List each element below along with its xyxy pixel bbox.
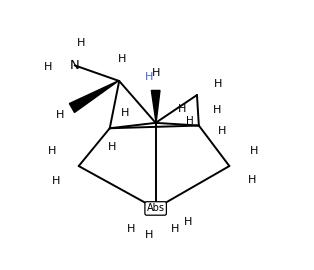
Text: H: H — [48, 146, 57, 156]
Text: H: H — [177, 104, 186, 114]
Text: H: H — [186, 116, 193, 126]
Text: H: H — [171, 224, 179, 235]
Text: N: N — [70, 59, 79, 72]
Polygon shape — [151, 90, 160, 123]
Text: H: H — [120, 107, 129, 118]
Text: H: H — [118, 54, 126, 64]
Text: H: H — [145, 230, 153, 241]
Text: H: H — [127, 224, 136, 235]
Text: H: H — [56, 110, 64, 120]
Text: H: H — [214, 79, 223, 89]
Text: H: H — [77, 38, 86, 48]
Text: H: H — [108, 142, 116, 152]
Text: H: H — [44, 62, 53, 72]
Text: H: H — [250, 146, 258, 156]
Text: H: H — [248, 174, 257, 185]
Text: H: H — [184, 217, 192, 227]
Text: H: H — [151, 68, 160, 79]
Text: H: H — [213, 105, 221, 116]
Text: H: H — [145, 72, 153, 82]
Text: H: H — [52, 176, 61, 186]
Polygon shape — [69, 80, 119, 112]
Text: H: H — [218, 126, 226, 136]
Text: Abs: Abs — [147, 203, 165, 214]
